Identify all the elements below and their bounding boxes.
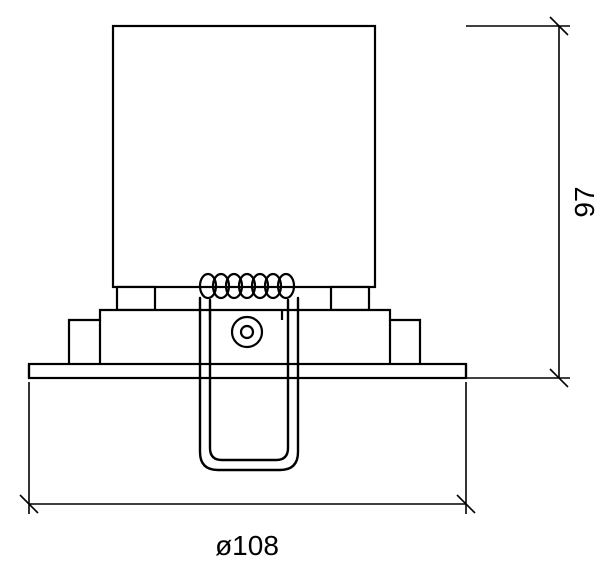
diameter-label: ø108 [215, 530, 279, 561]
pivot-screw [232, 317, 262, 347]
technical-drawing: ø108 97 [0, 0, 600, 571]
height-label: 97 [569, 186, 600, 217]
mounting-tabs [117, 287, 369, 310]
flange [29, 364, 466, 378]
fixture-body [113, 26, 375, 287]
dimension-height [466, 17, 570, 387]
dimension-diameter [20, 382, 475, 514]
